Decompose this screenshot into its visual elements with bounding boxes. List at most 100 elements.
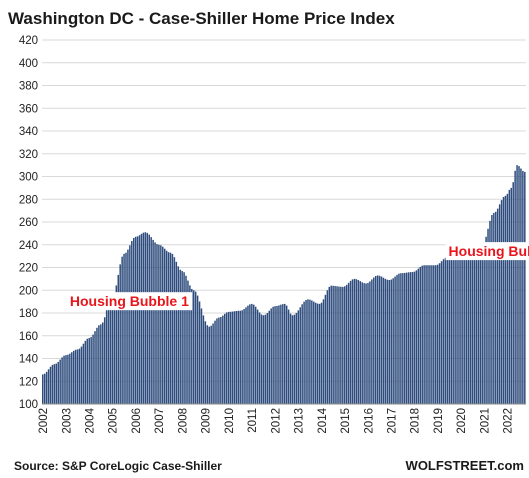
bar bbox=[94, 331, 96, 404]
bar bbox=[171, 253, 174, 404]
bar bbox=[237, 310, 240, 404]
bar bbox=[479, 245, 482, 404]
bar bbox=[363, 283, 365, 404]
bar bbox=[394, 276, 396, 404]
bar bbox=[429, 265, 431, 404]
bar bbox=[524, 171, 526, 404]
bar bbox=[173, 257, 176, 404]
bar bbox=[280, 304, 282, 404]
bar bbox=[181, 270, 183, 404]
bar bbox=[200, 308, 203, 404]
bar bbox=[220, 317, 222, 404]
bar bbox=[291, 315, 294, 404]
bar bbox=[440, 261, 443, 404]
bar bbox=[193, 290, 195, 404]
bar bbox=[245, 307, 247, 404]
annotations: Housing Bubble 1 Housing Bubble 2 bbox=[66, 242, 529, 311]
bar bbox=[349, 280, 352, 404]
bar bbox=[100, 324, 102, 405]
bar bbox=[243, 309, 245, 404]
bar bbox=[210, 325, 212, 404]
annotation-label: Housing Bubble 1 bbox=[70, 293, 189, 309]
bar bbox=[355, 279, 358, 404]
bar bbox=[400, 273, 402, 404]
bar bbox=[131, 241, 133, 404]
bar bbox=[260, 314, 263, 404]
bar bbox=[132, 237, 135, 404]
x-tick-label: 2014 bbox=[317, 407, 329, 433]
bar bbox=[86, 338, 89, 404]
bar bbox=[117, 274, 119, 404]
bar bbox=[57, 361, 59, 404]
bar bbox=[102, 322, 104, 404]
bar bbox=[493, 212, 495, 404]
bar bbox=[183, 272, 185, 404]
bar bbox=[369, 281, 371, 404]
bar bbox=[179, 269, 181, 404]
bar bbox=[417, 268, 420, 404]
y-tick-label: 160 bbox=[19, 331, 38, 343]
x-tick-label: 2009 bbox=[201, 408, 213, 434]
bar bbox=[326, 290, 329, 404]
bar bbox=[80, 346, 83, 404]
bar bbox=[72, 350, 75, 404]
bar bbox=[357, 280, 360, 404]
bar bbox=[231, 311, 234, 404]
bar bbox=[285, 305, 288, 404]
bar bbox=[76, 349, 79, 404]
bar bbox=[446, 257, 449, 404]
bar bbox=[303, 301, 305, 404]
bar bbox=[156, 244, 158, 404]
bar bbox=[415, 270, 418, 404]
bar bbox=[241, 310, 243, 404]
brand-watermark: WOLFSTREET.com bbox=[406, 458, 524, 473]
bar bbox=[456, 251, 458, 404]
bar bbox=[508, 189, 511, 404]
bar bbox=[318, 303, 321, 404]
bar bbox=[69, 353, 71, 404]
bar bbox=[196, 295, 199, 404]
y-tick-label: 180 bbox=[19, 308, 38, 320]
bar bbox=[427, 265, 429, 404]
x-tick-label: 2008 bbox=[177, 408, 189, 434]
bar bbox=[404, 272, 406, 404]
bar bbox=[506, 193, 509, 404]
bar-series bbox=[42, 165, 526, 405]
bar bbox=[212, 323, 214, 404]
bar bbox=[421, 265, 423, 404]
bar bbox=[345, 284, 348, 404]
bar bbox=[239, 310, 241, 404]
bar bbox=[495, 211, 497, 404]
bar bbox=[295, 312, 298, 404]
annotation: Housing Bubble 1 bbox=[66, 292, 193, 311]
y-tick-label: 200 bbox=[19, 285, 38, 297]
bar bbox=[63, 355, 65, 404]
bar bbox=[229, 311, 232, 404]
bar bbox=[462, 251, 464, 404]
bar bbox=[336, 286, 338, 404]
annotation-label: Housing Bubble 2 bbox=[449, 243, 529, 259]
y-tick-label: 100 bbox=[19, 399, 38, 411]
bar bbox=[113, 293, 116, 404]
bar bbox=[373, 277, 375, 404]
bar bbox=[162, 246, 164, 404]
bar bbox=[436, 264, 439, 404]
bar bbox=[313, 301, 315, 405]
bar bbox=[227, 311, 230, 404]
bar bbox=[344, 286, 346, 404]
bar bbox=[150, 237, 152, 404]
x-tick-label: 2013 bbox=[294, 408, 306, 434]
bar bbox=[320, 302, 323, 404]
bar bbox=[129, 245, 131, 404]
bar bbox=[208, 326, 210, 404]
bar bbox=[191, 288, 193, 404]
bar bbox=[522, 170, 524, 404]
bar bbox=[374, 276, 377, 404]
bar bbox=[225, 312, 228, 404]
bar bbox=[433, 265, 435, 404]
bar bbox=[287, 309, 290, 404]
annotation-background bbox=[445, 242, 529, 261]
bar bbox=[498, 204, 501, 404]
bar bbox=[520, 168, 522, 404]
bar bbox=[218, 317, 220, 404]
